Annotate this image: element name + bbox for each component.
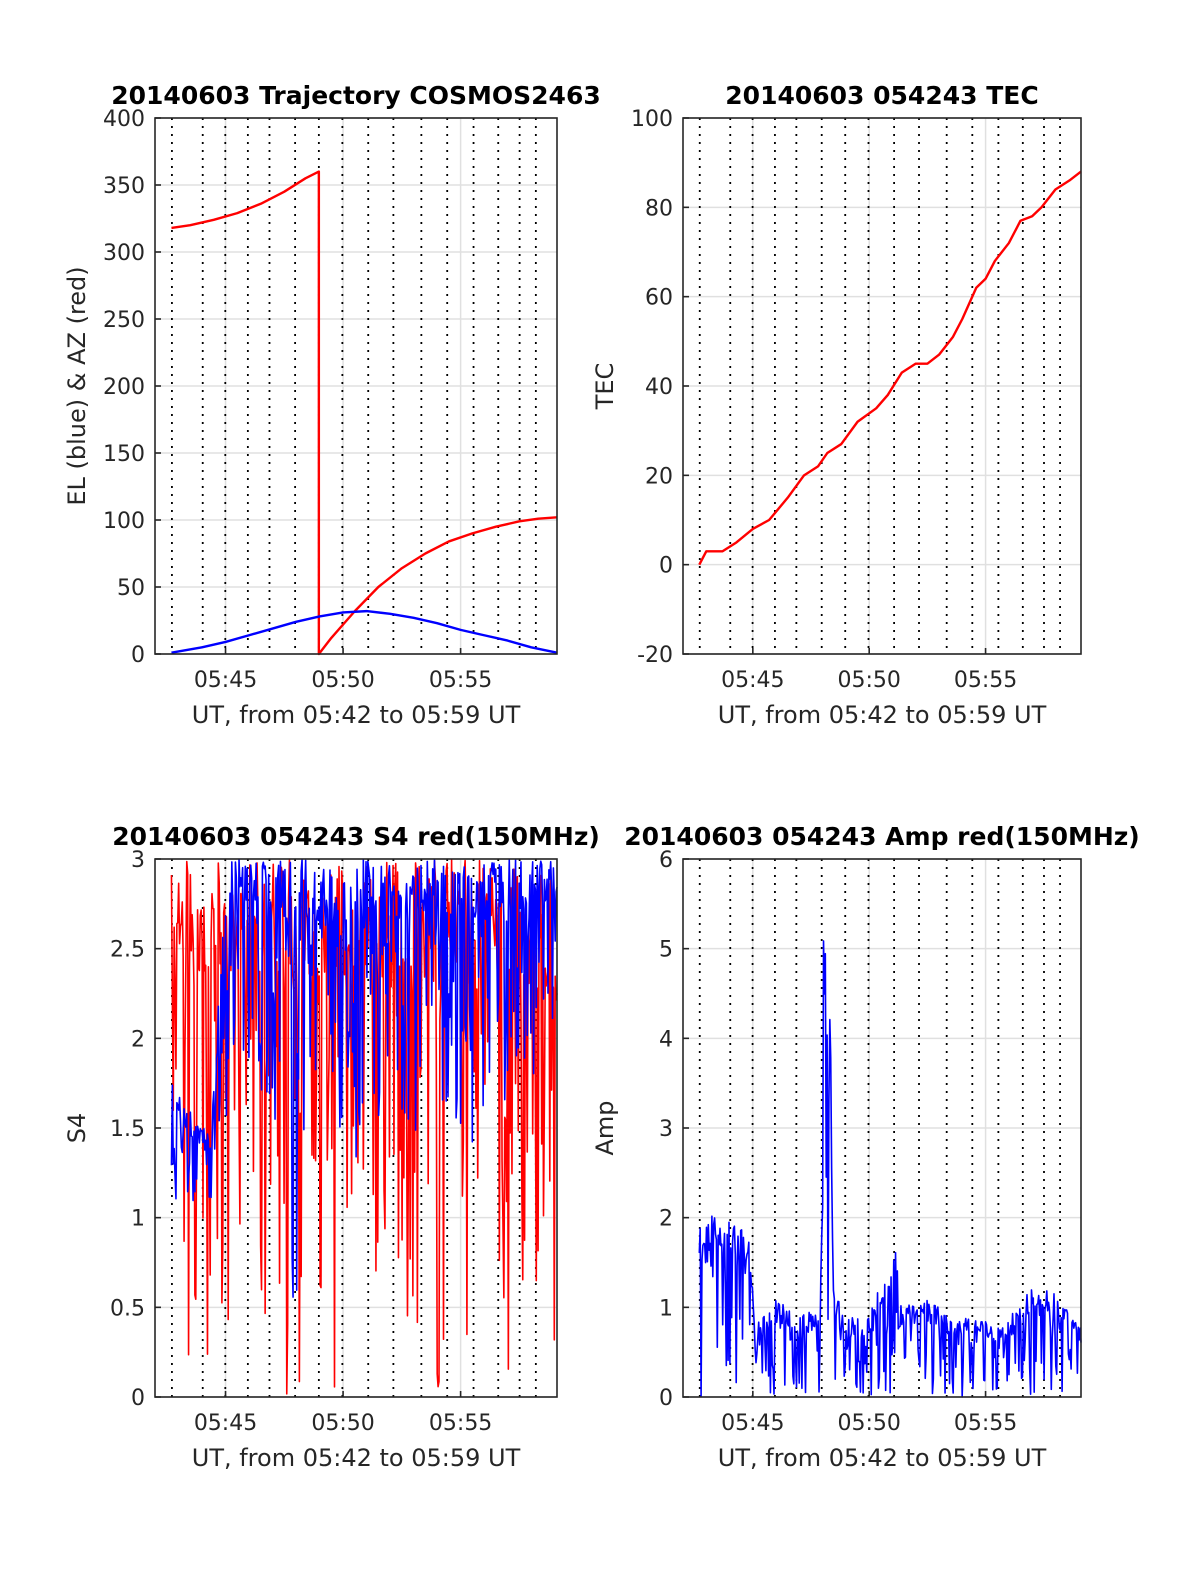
y-axis-label: S4	[63, 1113, 91, 1144]
y-tick-label: 0	[659, 1386, 673, 1411]
x-tick-label: 05:55	[429, 668, 492, 693]
y-axis-label: EL (blue) & AZ (red)	[63, 266, 91, 505]
x-tick-label: 05:50	[837, 1411, 900, 1436]
y-tick-label: 0	[131, 643, 145, 668]
series-trace-1	[170, 858, 558, 1395]
x-axis-label: UT, from 05:42 to 05:59 UT	[192, 701, 521, 729]
chart-title: 20140603 054243 S4 red(150MHz)	[112, 822, 600, 851]
y-tick-label: 40	[645, 375, 673, 400]
y-tick-label: 150	[103, 442, 145, 467]
y-tick-label: 250	[103, 308, 145, 333]
y-tick-label: 1	[659, 1296, 673, 1321]
series-trace-2	[170, 858, 558, 1298]
y-tick-label: 80	[645, 196, 673, 221]
y-tick-label: 1.5	[110, 1117, 145, 1142]
y-tick-label: 20	[645, 464, 673, 489]
series-line-1	[698, 940, 1082, 1398]
y-tick-label: 1	[131, 1207, 145, 1232]
y-tick-label: 3	[659, 1117, 673, 1142]
x-tick-label: 05:50	[311, 668, 374, 693]
x-tick-label: 05:45	[194, 1411, 257, 1436]
x-tick-label: 05:50	[837, 668, 900, 693]
series-line-2	[170, 858, 558, 1298]
y-tick-label: 6	[659, 848, 673, 873]
x-axis-label: UT, from 05:42 to 05:59 UT	[718, 1444, 1047, 1472]
y-tick-label: 60	[645, 286, 673, 311]
series-line-1	[171, 170, 558, 656]
y-tick-label: 2	[659, 1207, 673, 1232]
x-tick-label: 05:45	[721, 668, 784, 693]
y-tick-label: 300	[103, 241, 145, 266]
x-tick-label: 05:45	[194, 668, 257, 693]
y-tick-label: 2.5	[110, 938, 145, 963]
x-tick-label: 05:45	[721, 1411, 784, 1436]
series-trace-1	[698, 940, 1082, 1398]
y-tick-label: 350	[103, 174, 145, 199]
y-tick-label: 0.5	[110, 1296, 145, 1321]
chart-title: 20140603 Trajectory COSMOS2463	[111, 81, 601, 110]
y-tick-label: 200	[103, 375, 145, 400]
y-tick-label: 50	[117, 576, 145, 601]
y-tick-label: 4	[659, 1027, 673, 1052]
y-tick-label: 0	[131, 1386, 145, 1411]
y-tick-label: 2	[131, 1027, 145, 1052]
chart-panel-1: 0 50 100 150 200 250 300 350 400 05:45 05:50 05:55 2…	[63, 81, 601, 729]
y-tick-label: 100	[631, 107, 673, 132]
y-tick-label: 400	[103, 107, 145, 132]
chart-panel-3: 0 0.5 1 1.5 2 2.5 3 05:45 05:50 05:55 20140603 054…	[63, 822, 600, 1472]
y-tick-label: 3	[131, 848, 145, 873]
y-tick-label: 5	[659, 938, 673, 963]
x-axis-label: UT, from 05:42 to 05:59 UT	[192, 1444, 521, 1472]
x-tick-label: 05:55	[954, 668, 1017, 693]
series-line-1	[170, 858, 558, 1395]
x-tick-label: 05:50	[311, 1411, 374, 1436]
y-tick-label: 100	[103, 509, 145, 534]
y-tick-label: 0	[659, 554, 673, 579]
series-line-2	[171, 609, 558, 654]
chart-title: 20140603 054243 TEC	[725, 81, 1038, 110]
chart-panel-4: 0 1 2 3 4 5 6 05:45 05:50 05:55 20140603 054243 Am…	[591, 822, 1140, 1472]
chart-panel-2: -20 0 20 40 60 80 100 05:45 05:50 05:55 20140603 0…	[591, 81, 1082, 729]
y-axis-label: TEC	[591, 363, 619, 411]
x-tick-label: 05:55	[429, 1411, 492, 1436]
series-line-1	[698, 170, 1082, 566]
x-tick-label: 05:55	[954, 1411, 1017, 1436]
chart-title: 20140603 054243 Amp red(150MHz)	[624, 822, 1140, 851]
y-axis-label: Amp	[591, 1100, 619, 1155]
x-axis-label: UT, from 05:42 to 05:59 UT	[718, 701, 1047, 729]
y-tick-label: -20	[637, 643, 673, 668]
